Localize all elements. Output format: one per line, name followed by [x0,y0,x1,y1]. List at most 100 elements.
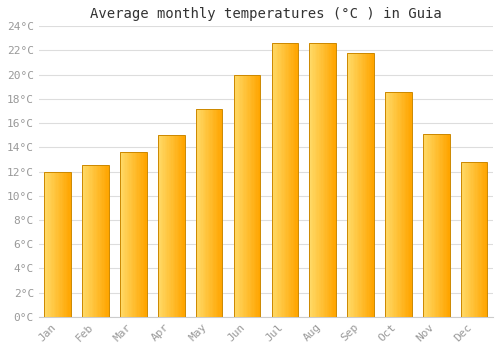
Bar [428,134,430,317]
Bar [208,108,209,317]
Bar [398,92,400,317]
Bar [324,43,326,317]
Bar [55,172,56,317]
Bar [280,43,281,317]
Bar [258,75,259,317]
Bar [244,75,246,317]
Bar [178,135,179,317]
Bar [134,152,135,317]
Bar [242,75,243,317]
Bar [408,92,409,317]
Bar [254,75,255,317]
Bar [93,166,94,317]
Bar [472,162,473,317]
Bar [98,166,100,317]
Bar [276,43,277,317]
Bar [354,53,356,317]
Bar [272,43,273,317]
Bar [438,134,439,317]
Bar [385,92,386,317]
Bar [67,172,68,317]
Bar [212,108,213,317]
Bar [334,43,336,317]
Bar [218,108,220,317]
Bar [162,135,164,317]
Bar [202,108,204,317]
Bar [84,166,85,317]
Bar [469,162,470,317]
Bar [210,108,212,317]
Bar [135,152,136,317]
Bar [44,172,46,317]
Bar [158,135,160,317]
Bar [482,162,484,317]
Bar [322,43,324,317]
Bar [168,135,170,317]
Bar [272,43,298,317]
Bar [397,92,398,317]
Bar [206,108,208,317]
Bar [234,75,260,317]
Bar [481,162,482,317]
Bar [127,152,128,317]
Bar [359,53,360,317]
Bar [393,92,394,317]
Bar [44,172,71,317]
Bar [368,53,370,317]
Bar [240,75,242,317]
Bar [160,135,162,317]
Bar [198,108,200,317]
Bar [358,53,359,317]
Bar [204,108,205,317]
Bar [473,162,474,317]
Bar [274,43,276,317]
Bar [386,92,388,317]
Bar [47,172,48,317]
Bar [436,134,438,317]
Bar [431,134,432,317]
Bar [246,75,247,317]
Bar [89,166,90,317]
Bar [128,152,130,317]
Bar [243,75,244,317]
Bar [288,43,289,317]
Bar [238,75,239,317]
Bar [448,134,450,317]
Bar [252,75,254,317]
Bar [328,43,330,317]
Bar [88,166,89,317]
Bar [102,166,104,317]
Bar [214,108,216,317]
Bar [54,172,55,317]
Bar [281,43,282,317]
Bar [106,166,108,317]
Bar [234,75,235,317]
Bar [444,134,446,317]
Bar [282,43,284,317]
Bar [294,43,296,317]
Bar [277,43,278,317]
Bar [86,166,88,317]
Bar [217,108,218,317]
Bar [465,162,466,317]
Bar [315,43,316,317]
Bar [426,134,427,317]
Bar [447,134,448,317]
Bar [101,166,102,317]
Bar [394,92,396,317]
Bar [432,134,434,317]
Bar [366,53,367,317]
Bar [348,53,374,317]
Bar [464,162,465,317]
Bar [310,43,311,317]
Bar [316,43,318,317]
Bar [68,172,70,317]
Bar [144,152,146,317]
Bar [239,75,240,317]
Bar [247,75,248,317]
Bar [289,43,290,317]
Bar [124,152,126,317]
Bar [430,134,431,317]
Bar [474,162,476,317]
Bar [318,43,320,317]
